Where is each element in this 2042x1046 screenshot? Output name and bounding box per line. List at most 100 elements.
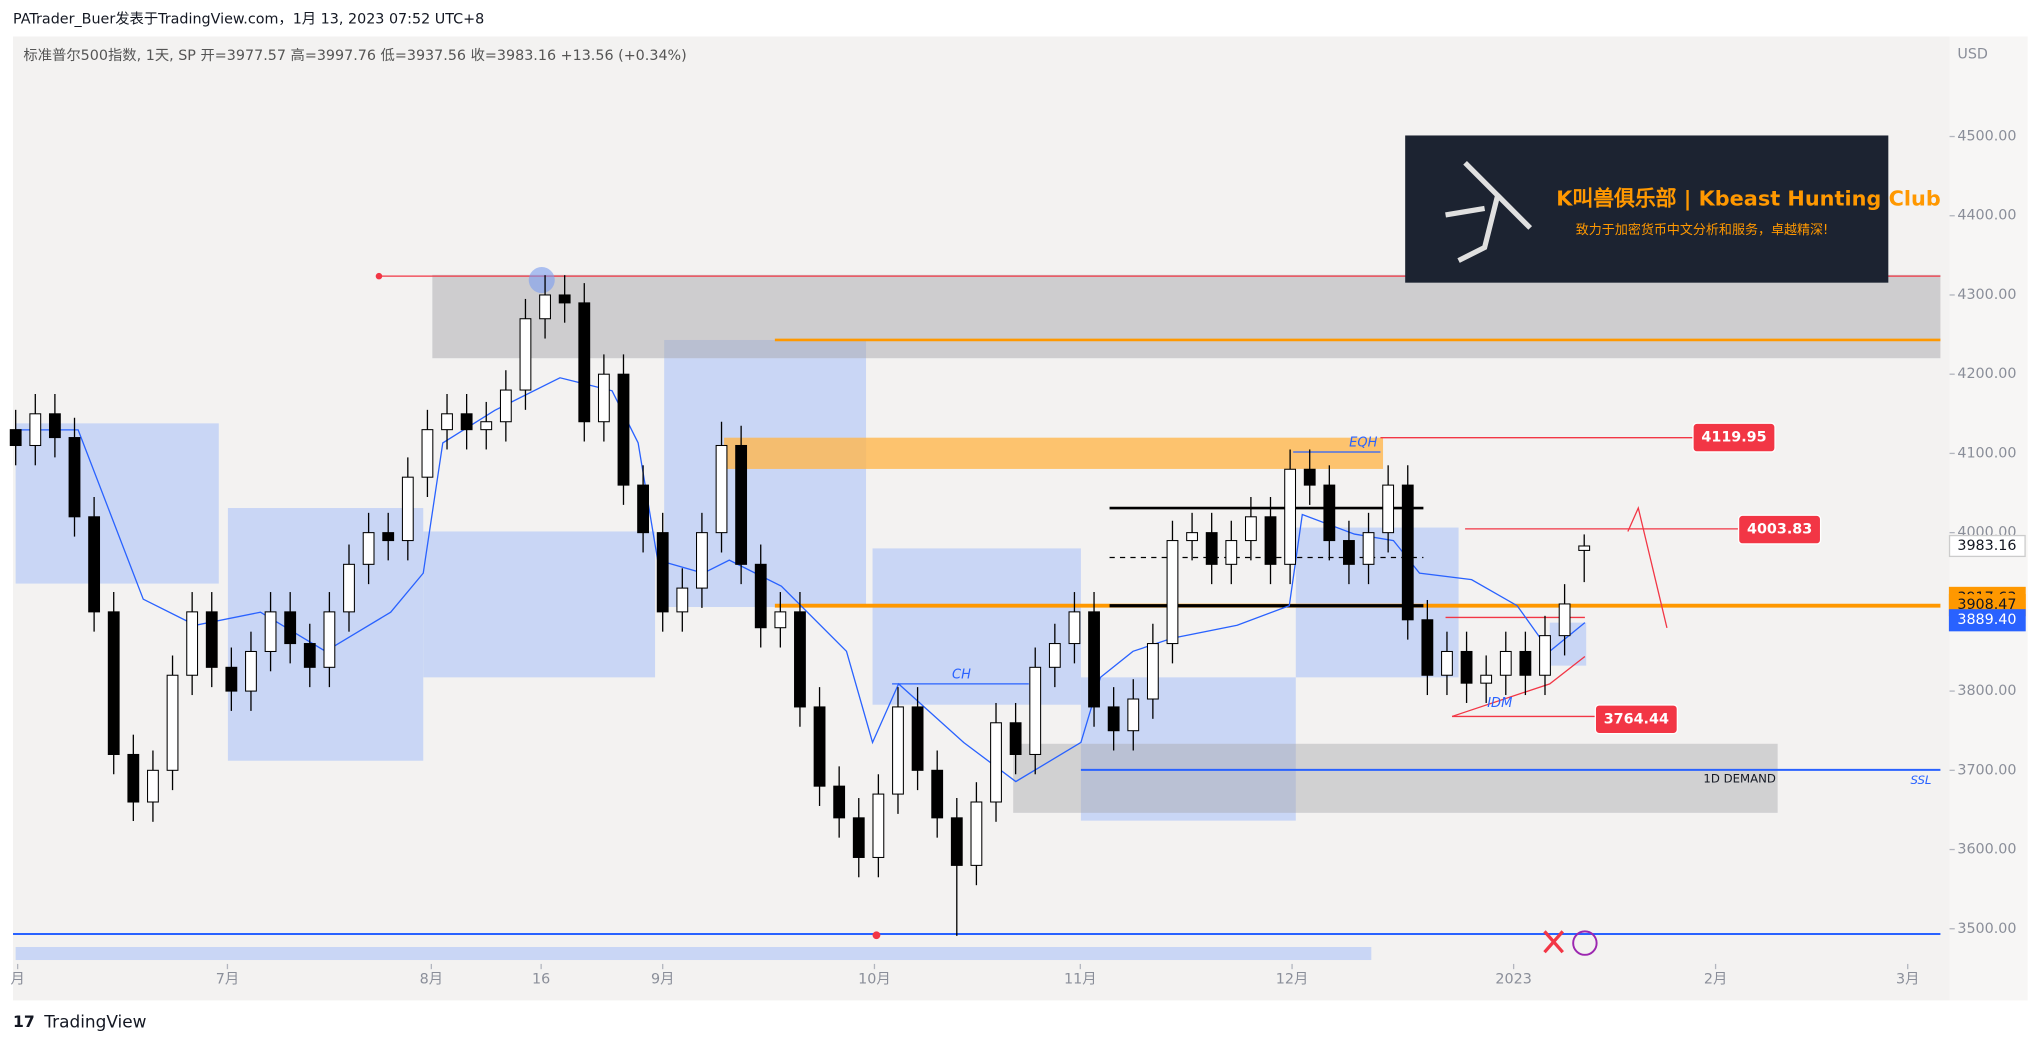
candle-body xyxy=(1068,611,1081,645)
annotation: SSL xyxy=(1910,773,1931,787)
point xyxy=(375,272,383,280)
x-tick-label: 16 xyxy=(532,972,550,988)
candle-body xyxy=(362,532,375,565)
candle-body xyxy=(813,706,826,787)
legend: 标准普尔500指数, 1天, SP 开=3977.57 高=3997.76 低=… xyxy=(23,47,686,64)
candle-body xyxy=(1519,650,1532,676)
candle-body xyxy=(264,611,277,652)
candle-body xyxy=(1323,484,1336,542)
price-tag-label: 4003.83 xyxy=(1747,522,1812,538)
candle-body xyxy=(1343,540,1355,565)
price-tag xyxy=(1948,534,2026,558)
candle-body xyxy=(303,643,316,668)
x-tick-label: 2023 xyxy=(1495,972,1531,988)
range-band xyxy=(872,548,1081,705)
candle-body xyxy=(1264,516,1277,565)
candle-body xyxy=(1186,532,1198,542)
x-tick-label: 7月 xyxy=(216,972,239,988)
candle-body xyxy=(147,769,159,803)
candle-body xyxy=(1029,666,1042,755)
candle-body xyxy=(715,444,728,534)
x-tick-label: 月 xyxy=(10,972,24,988)
candle-body xyxy=(343,563,355,613)
candle-body xyxy=(794,611,806,708)
y-tick-label: 4200.00 xyxy=(1957,366,2016,382)
idm-line xyxy=(1451,656,1586,718)
candle-body xyxy=(1539,635,1551,676)
range-band xyxy=(1080,677,1296,821)
y-tick-label: 3800.00 xyxy=(1957,683,2016,699)
candle-body xyxy=(1401,484,1414,621)
candle-body xyxy=(186,611,199,676)
y-tick-label: 4500.00 xyxy=(1957,129,2016,145)
icon xyxy=(1572,930,1598,956)
range-band xyxy=(1295,527,1459,678)
candle-body xyxy=(1244,516,1257,542)
supply-zone xyxy=(432,274,1941,359)
y-tick-label: 3600.00 xyxy=(1957,842,2016,858)
price-tag-label: 3764.44 xyxy=(1604,711,1669,727)
candle-body xyxy=(1578,545,1591,551)
range-band xyxy=(15,947,1372,961)
x-tick-label: 11月 xyxy=(1064,972,1097,988)
candle-body xyxy=(382,532,395,542)
x-tick-label: 3月 xyxy=(1896,972,1919,988)
x-tick-label: 2月 xyxy=(1704,972,1727,988)
candle-body xyxy=(29,413,42,447)
candle-body xyxy=(833,785,846,819)
x-tick-label: 10月 xyxy=(858,972,891,988)
x-tick-label: 12月 xyxy=(1276,972,1309,988)
price-tag-label: 3983.16 xyxy=(1957,538,2016,554)
price-tag xyxy=(1692,422,1776,453)
orange-zone xyxy=(724,437,1384,469)
candle-body xyxy=(1480,674,1493,684)
candle-body xyxy=(1088,611,1100,708)
currency: USD xyxy=(1957,47,1988,63)
point xyxy=(872,931,881,940)
candle-body xyxy=(1284,468,1297,565)
candle-body xyxy=(578,302,591,423)
candle-body xyxy=(1421,619,1434,676)
candle-body xyxy=(127,753,140,803)
icon xyxy=(1543,930,1564,954)
candle-body xyxy=(754,563,767,629)
candle-body xyxy=(696,532,708,589)
candle-body xyxy=(931,769,944,819)
logo-figure xyxy=(1445,160,1533,263)
candle-body xyxy=(852,817,865,858)
candle-body xyxy=(460,413,473,431)
price-axis xyxy=(1949,36,2028,1001)
y-tick-label: 4100.00 xyxy=(1957,445,2016,461)
price-tag xyxy=(1948,609,2026,632)
logo-title: K叫兽俱乐部 | Kbeast Hunting Club xyxy=(1556,186,1941,211)
candle-body xyxy=(676,587,689,613)
price-tag xyxy=(1594,704,1679,735)
candle-body xyxy=(892,706,904,795)
candle-body xyxy=(1460,650,1473,684)
candle-body xyxy=(539,294,551,320)
candle-body xyxy=(1499,650,1512,676)
candle-body xyxy=(950,817,963,866)
demand-zone xyxy=(1013,743,1778,813)
projection-arrow xyxy=(1627,505,1668,629)
candle-body xyxy=(480,421,493,431)
candle-body xyxy=(774,611,787,629)
candle-body xyxy=(872,793,885,858)
candle-body xyxy=(1303,468,1316,486)
annotation: IDM xyxy=(1487,696,1512,711)
candle-body xyxy=(735,444,748,565)
price-tag-label: 4119.95 xyxy=(1701,430,1766,446)
candle-body xyxy=(284,611,297,645)
candle-body xyxy=(68,437,81,518)
candle-body xyxy=(421,429,434,478)
candle-body xyxy=(1127,698,1140,732)
y-tick-label: 4400.00 xyxy=(1957,208,2016,224)
candle-body xyxy=(166,674,179,771)
y-tick-label: 4300.00 xyxy=(1957,287,2016,303)
logo-box xyxy=(1405,135,1889,283)
candle-body xyxy=(499,389,512,423)
candle-body xyxy=(401,476,414,542)
price-tag-label: 3889.40 xyxy=(1957,612,2016,628)
